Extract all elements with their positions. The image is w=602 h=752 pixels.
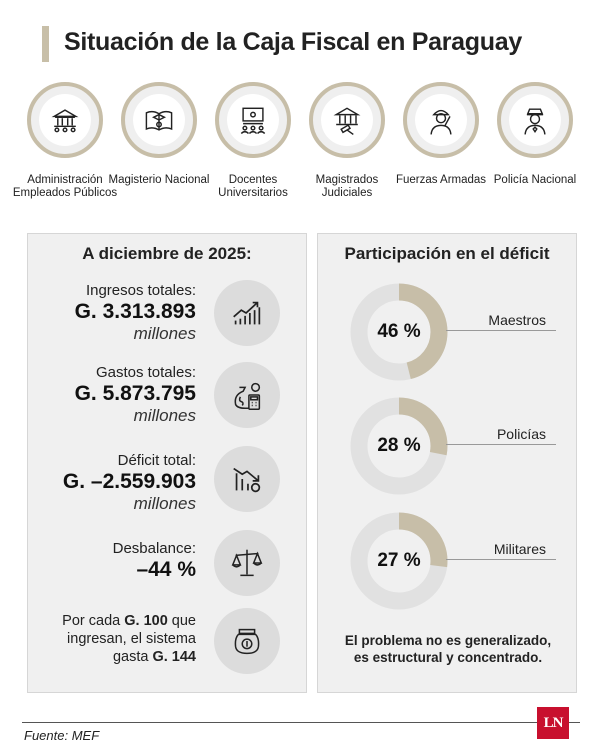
- leader-line: [446, 330, 556, 331]
- title-accent-bar: [42, 26, 49, 62]
- money-bag-calculator-icon: [234, 382, 261, 411]
- donut-slice-maestros: [350, 283, 448, 381]
- sector-label: Administración Empleados Públicos: [12, 174, 118, 199]
- sector-fuerzas-armadas: Fuerzas Armadas: [394, 80, 488, 220]
- stat-deficit: Déficit total: G. –2.559.903 millones: [63, 452, 196, 513]
- chart-title: Participación en el déficit: [344, 244, 550, 263]
- stat-ingresos: Ingresos totales: G. 3.313.893 millones: [75, 282, 196, 343]
- donut-value-label: 27 %: [377, 550, 421, 571]
- growth-chart-icon: [233, 301, 261, 325]
- lecturer-icon: [240, 107, 266, 135]
- stat-label: Déficit total:: [117, 452, 196, 469]
- government-building-icon: [51, 109, 79, 133]
- sector-label: Policía Nacional: [493, 174, 577, 186]
- sector-label: Docentes Universitarios: [218, 174, 288, 199]
- sector-label: Fuerzas Armadas: [395, 174, 487, 186]
- sector-magisterio: Magisterio Nacional: [109, 80, 210, 220]
- money-jar-icon: [234, 628, 260, 655]
- deficit-share-panel: Participación en el déficit 46 % Maestros…: [317, 233, 577, 693]
- series-label: Militares: [493, 541, 546, 557]
- stat-unit: millones: [133, 324, 196, 343]
- donut-maestros: 46 %: [349, 282, 449, 382]
- series-label: Policías: [496, 426, 546, 442]
- stat-label: Ingresos totales:: [85, 282, 196, 299]
- summary-title: A diciembre de 2025:: [82, 244, 252, 263]
- source-divider: [22, 722, 580, 723]
- donut-svg: [350, 283, 448, 381]
- sector-label: Magistrados Judiciales: [315, 174, 379, 199]
- donut-value-label: 46 %: [377, 321, 421, 342]
- teacher-book-icon: [145, 110, 173, 131]
- balance-scale-icon: [231, 549, 263, 577]
- stat-label: Gastos totales:: [95, 364, 196, 381]
- stat-value: G. 5.873.795: [74, 382, 196, 405]
- declining-chart-icon: [233, 467, 261, 493]
- soldier-icon: [430, 109, 452, 135]
- sector-administracion: Administración Empleados Públicos: [13, 80, 117, 220]
- stat-unit: millones: [133, 406, 196, 425]
- donut-svg: [350, 397, 448, 495]
- stat-unit: millones: [133, 494, 196, 513]
- page-title: Situación de la Caja Fiscal en Paraguay: [64, 28, 522, 56]
- courthouse-gavel-icon: [333, 107, 361, 135]
- stat-value: G. 3.313.893: [74, 300, 196, 323]
- series-label: Maestros: [488, 312, 546, 328]
- stat-desbalance: Desbalance: –44 %: [113, 540, 196, 582]
- donut-policías: 28 %: [349, 396, 449, 496]
- police-officer-icon: [524, 108, 546, 135]
- donut-value-label: 28 %: [377, 435, 421, 456]
- sector-magistrados: Magistrados Judiciales: [300, 80, 394, 220]
- stat-label: Desbalance:: [112, 540, 196, 557]
- summary-panel: A diciembre de 2025: Ingresos totales: G…: [27, 233, 307, 693]
- sector-row: Administración Empleados Públicos Magist…: [13, 80, 584, 220]
- stat-value: –44 %: [136, 558, 196, 581]
- sector-label: Magisterio Nacional: [108, 174, 210, 186]
- sector-docentes: Docentes Universitarios: [206, 80, 300, 220]
- stat-spend-ratio: Por cada G. 100 que ingresan, el sistema…: [62, 613, 196, 665]
- donut-militares: 27 %: [349, 511, 449, 611]
- conclusion-text: El problema no es generalizado, es estru…: [344, 633, 552, 665]
- sector-policia: Policía Nacional: [488, 80, 582, 220]
- leader-line: [446, 444, 556, 445]
- leader-line: [446, 559, 556, 560]
- donut-slice-militares: [350, 512, 448, 610]
- donut-svg: [350, 512, 448, 610]
- stat-gastos: Gastos totales: G. 5.873.795 millones: [75, 364, 196, 425]
- ln-logo: LN: [537, 707, 569, 739]
- donut-slice-policías: [350, 397, 448, 495]
- source-text: Fuente: MEF: [24, 728, 100, 743]
- stat-value: G. –2.559.903: [62, 470, 196, 493]
